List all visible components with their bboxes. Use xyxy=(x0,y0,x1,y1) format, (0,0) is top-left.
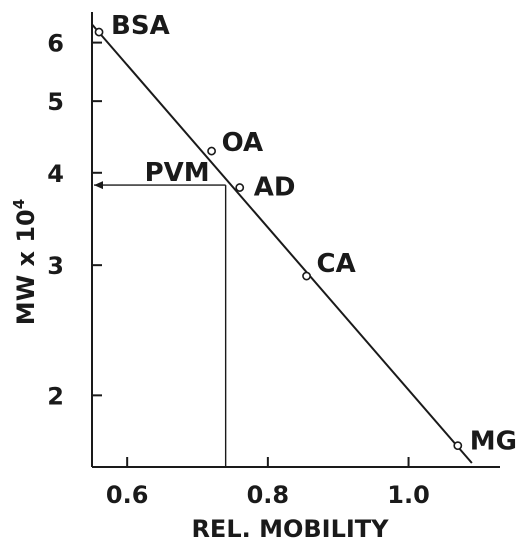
y-tick-label: 6 xyxy=(47,30,64,58)
point-label: MG xyxy=(470,427,517,457)
pvm-marker-group: PVM xyxy=(94,158,227,467)
data-point xyxy=(453,441,463,451)
data-points: BSA OA AD CA MG xyxy=(94,11,517,457)
y-axis-title: MW x 104 xyxy=(10,199,40,325)
y-tick-label: 4 xyxy=(47,160,64,188)
point-label: CA xyxy=(317,249,356,279)
pvm-label: PVM xyxy=(145,158,210,188)
data-point xyxy=(207,146,216,156)
y-axis-title-main: MW x 10 xyxy=(12,209,40,325)
y-tick-label: 5 xyxy=(47,88,64,116)
fit-line-group xyxy=(91,23,473,464)
tick-labels: 2 3 4 5 6 0.6 0.8 1.0 xyxy=(47,30,430,509)
x-tick-label: 1.0 xyxy=(387,481,430,509)
x-tick-label: 0.8 xyxy=(247,481,290,509)
x-tick-label: 0.6 xyxy=(106,481,149,509)
y-axis-title-superscript: 4 xyxy=(10,199,28,209)
axes xyxy=(91,12,500,468)
data-point xyxy=(302,271,311,281)
data-point xyxy=(94,27,104,37)
y-tick-label: 3 xyxy=(47,252,64,280)
point-label: BSA xyxy=(111,11,170,41)
y-tick-label: 2 xyxy=(47,382,64,410)
fit-line xyxy=(91,23,473,464)
point-label: OA xyxy=(222,128,264,158)
pvm-arrowhead xyxy=(94,181,103,190)
x-axis-title: REL. MOBILITY xyxy=(191,515,389,543)
data-point xyxy=(235,183,245,192)
point-label: AD xyxy=(254,173,296,203)
